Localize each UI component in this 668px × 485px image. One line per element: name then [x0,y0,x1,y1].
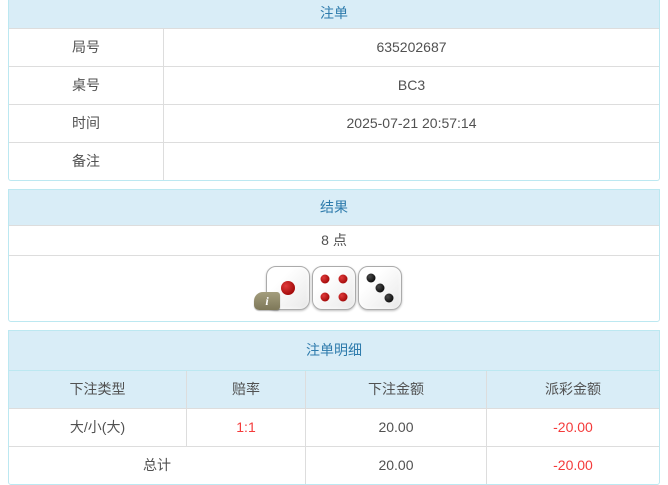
die-pip [375,283,385,293]
die-pip [320,292,330,302]
die-1: i [254,266,310,310]
result-points: 8 点 [9,225,659,255]
table-row: 备注 [9,142,659,180]
time-label: 时间 [9,105,164,142]
table-number-value: BC3 [397,77,426,93]
table-number-label: 桌号 [9,67,164,104]
bet-type-value: 大/小(大) [9,409,187,446]
die-pip [384,293,394,303]
table-row: 桌号 BC3 [9,66,659,104]
remark-label: 备注 [9,143,164,180]
total-payout: -20.00 [553,457,593,473]
total-row: 总计 20.00 -20.00 [9,446,659,484]
round-number-label: 局号 [9,29,164,66]
bet-slip-panel: 注单 局号 635202687 桌号 BC3 时间 2025-07-21 20:… [8,0,660,181]
bet-details-title: 注单明细 [9,331,659,370]
die-pip [366,273,376,283]
total-bet-amount: 20.00 [306,447,487,484]
result-panel: 结果 8 点 i [8,189,660,322]
table-row: 局号 635202687 [9,28,659,66]
payout-value: -20.00 [553,419,593,435]
die-pip [338,292,348,302]
bet-slip-title: 注单 [9,0,659,28]
time-value: 2025-07-21 20:57:14 [346,115,477,131]
dice-row: i [9,255,659,321]
round-number-value: 635202687 [376,39,447,55]
column-bet-type: 下注类型 [9,371,187,408]
odds-value: 1:1 [187,409,306,446]
bet-amount-value: 20.00 [306,409,487,446]
column-odds: 赔率 [187,371,306,408]
die-pip [338,274,348,284]
remark-value [164,143,659,180]
total-label: 总计 [9,447,306,484]
die-3 [358,266,402,310]
die-2 [312,266,356,310]
column-payout: 派彩金额 [545,381,601,397]
result-title: 结果 [9,190,659,225]
info-icon[interactable]: i [254,292,280,310]
bet-details-panel: 注单明细 下注类型 赔率 下注金额 派彩金额 大/小(大) 1:1 20.00 … [8,330,660,485]
die-pip [281,281,295,295]
die-pip [320,274,330,284]
table-row: 时间 2025-07-21 20:57:14 [9,104,659,142]
table-header-row: 下注类型 赔率 下注金额 派彩金额 [9,370,659,408]
table-row: 大/小(大) 1:1 20.00 -20.00 [9,408,659,446]
column-bet-amount: 下注金额 [306,371,487,408]
